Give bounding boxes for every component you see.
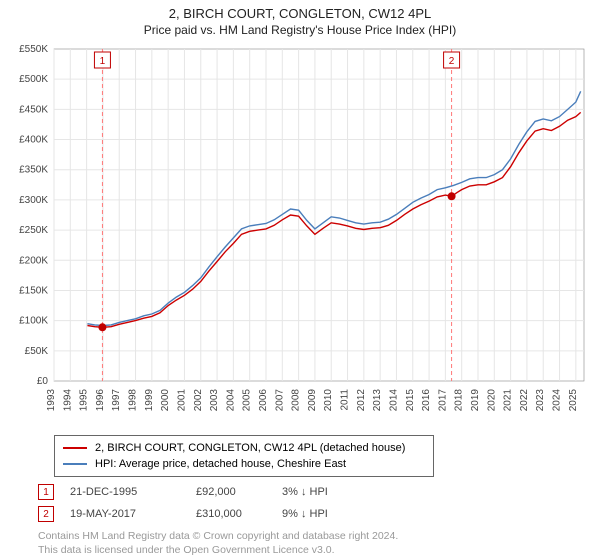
legend-label: 2, BIRCH COURT, CONGLETON, CW12 4PL (det…: [95, 440, 405, 456]
svg-text:1994: 1994: [62, 389, 73, 412]
chart-svg: £0 £50K £100K £150K £200K £250K £300K £350K £400…: [10, 41, 590, 431]
sale-delta: 3% ↓ HPI: [282, 486, 328, 498]
svg-text:2018: 2018: [454, 389, 465, 412]
svg-text:2016: 2016: [421, 389, 432, 412]
marker-badge: 2: [38, 506, 54, 522]
svg-text:2025: 2025: [568, 389, 579, 412]
svg-text:2022: 2022: [519, 389, 530, 412]
legend-label: HPI: Average price, detached house, Ches…: [95, 456, 346, 472]
svg-text:2024: 2024: [552, 389, 563, 412]
svg-text:£50K: £50K: [25, 346, 49, 357]
svg-text:2012: 2012: [356, 389, 367, 412]
svg-text:2009: 2009: [307, 389, 318, 412]
svg-text:2000: 2000: [160, 389, 171, 412]
sale-price: £92,000: [196, 486, 266, 498]
svg-text:2017: 2017: [437, 389, 448, 412]
svg-text:1999: 1999: [144, 389, 155, 412]
svg-text:1: 1: [100, 56, 106, 67]
sales-table: 1 21-DEC-1995 £92,000 3% ↓ HPI 2 19-MAY-…: [38, 481, 590, 525]
svg-text:1998: 1998: [128, 389, 139, 412]
svg-text:2001: 2001: [176, 389, 187, 412]
sale-price: £310,000: [196, 508, 266, 520]
marker-badge: 1: [38, 484, 54, 500]
svg-text:2003: 2003: [209, 389, 220, 412]
svg-text:£150K: £150K: [19, 285, 48, 296]
svg-text:2014: 2014: [388, 389, 399, 412]
svg-text:2021: 2021: [503, 389, 514, 412]
chart-title: 2, BIRCH COURT, CONGLETON, CW12 4PL: [10, 6, 590, 21]
line-chart: £0 £50K £100K £150K £200K £250K £300K £350K £400…: [10, 41, 590, 431]
sale-date: 19-MAY-2017: [70, 508, 180, 520]
legend-item: HPI: Average price, detached house, Ches…: [63, 456, 425, 472]
svg-text:£300K: £300K: [19, 195, 48, 206]
svg-text:£100K: £100K: [19, 316, 48, 327]
svg-text:1995: 1995: [79, 389, 90, 412]
svg-text:£350K: £350K: [19, 165, 48, 176]
legend-item: 2, BIRCH COURT, CONGLETON, CW12 4PL (det…: [63, 440, 425, 456]
svg-text:2002: 2002: [193, 389, 204, 412]
svg-text:£550K: £550K: [19, 44, 48, 55]
attribution-line: This data is licensed under the Open Gov…: [38, 543, 590, 557]
svg-text:£0: £0: [37, 376, 49, 387]
svg-text:£200K: £200K: [19, 255, 48, 266]
svg-text:2015: 2015: [405, 389, 416, 412]
svg-text:£400K: £400K: [19, 135, 48, 146]
sale-date: 21-DEC-1995: [70, 486, 180, 498]
svg-text:2011: 2011: [340, 389, 351, 411]
svg-text:1996: 1996: [95, 389, 106, 412]
svg-text:£250K: £250K: [19, 225, 48, 236]
sale-delta: 9% ↓ HPI: [282, 508, 328, 520]
sales-row: 1 21-DEC-1995 £92,000 3% ↓ HPI: [38, 481, 590, 503]
svg-text:1997: 1997: [111, 389, 122, 412]
svg-text:2013: 2013: [372, 389, 383, 412]
attribution: Contains HM Land Registry data © Crown c…: [38, 529, 590, 557]
svg-text:1993: 1993: [46, 389, 57, 412]
svg-text:2020: 2020: [486, 389, 497, 412]
svg-text:2: 2: [449, 56, 455, 67]
svg-text:2007: 2007: [274, 389, 285, 412]
svg-text:2010: 2010: [323, 389, 334, 412]
svg-text:£500K: £500K: [19, 74, 48, 85]
legend-swatch: [63, 447, 87, 449]
svg-text:2004: 2004: [225, 389, 236, 412]
svg-text:2008: 2008: [291, 389, 302, 412]
chart-subtitle: Price paid vs. HM Land Registry's House …: [10, 23, 590, 37]
svg-text:2023: 2023: [535, 389, 546, 412]
legend: 2, BIRCH COURT, CONGLETON, CW12 4PL (det…: [54, 435, 434, 477]
svg-text:£450K: £450K: [19, 104, 48, 115]
svg-text:2005: 2005: [242, 389, 253, 412]
svg-text:2006: 2006: [258, 389, 269, 412]
svg-text:2019: 2019: [470, 389, 481, 412]
attribution-line: Contains HM Land Registry data © Crown c…: [38, 529, 590, 543]
legend-swatch: [63, 463, 87, 465]
sales-row: 2 19-MAY-2017 £310,000 9% ↓ HPI: [38, 503, 590, 525]
